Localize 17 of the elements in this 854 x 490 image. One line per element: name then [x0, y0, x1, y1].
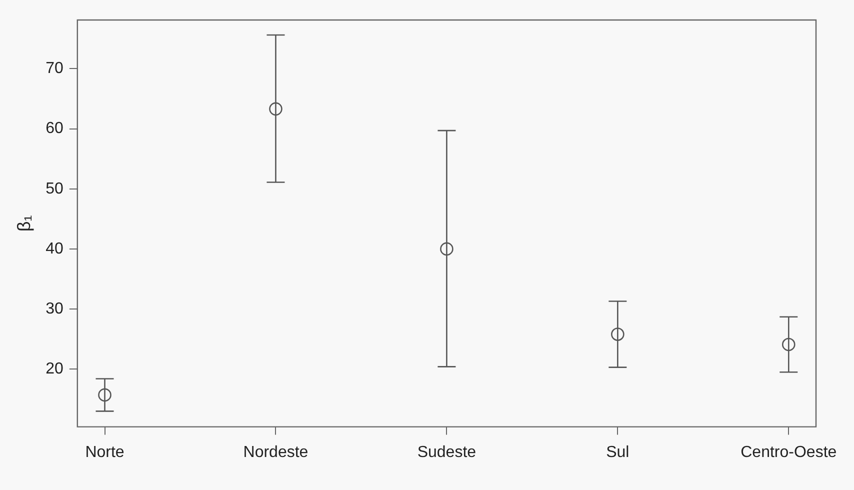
y-tick-label: 60	[46, 120, 64, 138]
y-axis-title: β₁	[14, 215, 34, 232]
x-tick-label: Sul	[606, 444, 630, 461]
y-tick-label: 30	[46, 300, 64, 318]
point	[440, 242, 454, 256]
y-tick-label: 70	[46, 60, 64, 78]
x-tick-label: Centro-Oeste	[740, 444, 837, 461]
x-tick-label: Nordeste	[243, 444, 308, 461]
x-tick-label: Sudeste	[417, 444, 476, 461]
y-tick-label: 50	[46, 180, 64, 198]
point	[98, 388, 112, 402]
y-tick-label: 20	[46, 360, 64, 378]
point	[269, 102, 282, 116]
x-tick-label: Norte	[85, 444, 124, 461]
y-tick-label: 40	[46, 240, 64, 258]
point	[782, 338, 796, 352]
point	[611, 328, 624, 341]
